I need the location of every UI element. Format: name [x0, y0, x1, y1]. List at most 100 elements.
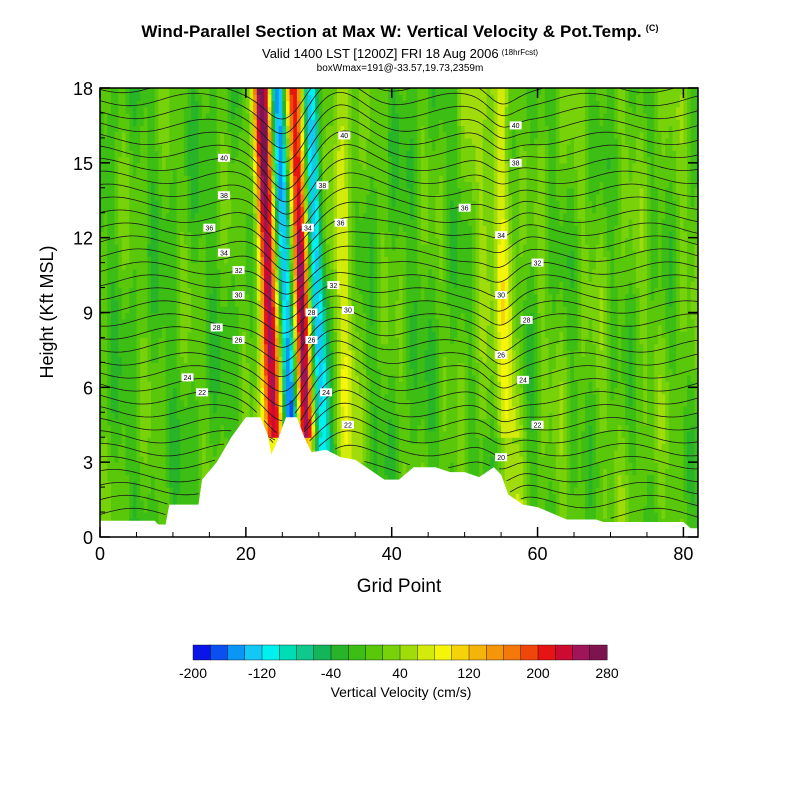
velocity-cell [169, 449, 174, 457]
velocity-cell [187, 455, 192, 463]
velocity-cell [129, 312, 134, 320]
velocity-cell [202, 337, 207, 345]
velocity-cell [238, 399, 243, 407]
velocity-cell [253, 237, 258, 245]
velocity-cell [296, 393, 302, 401]
velocity-cell [136, 162, 141, 170]
velocity-cell [275, 424, 280, 432]
velocity-cell [260, 243, 265, 251]
velocity-cell [158, 243, 163, 251]
velocity-cell [110, 237, 116, 245]
velocity-cell [256, 268, 262, 276]
velocity-cell [118, 287, 123, 295]
velocity-cell [187, 462, 192, 470]
velocity-cell [347, 200, 353, 208]
velocity-cell [333, 206, 338, 214]
velocity-cell [234, 349, 240, 357]
velocity-cell [143, 412, 149, 420]
velocity-cell [132, 100, 138, 108]
velocity-cell [147, 94, 152, 102]
velocity-cell [129, 406, 134, 413]
velocity-cell [267, 312, 272, 320]
velocity-cell [296, 349, 302, 357]
velocity-cell [234, 343, 240, 351]
velocity-cell [198, 206, 203, 214]
velocity-cell [223, 169, 229, 176]
velocity-cell [100, 206, 105, 214]
velocity-cell [223, 212, 229, 220]
velocity-cell [220, 225, 225, 233]
velocity-cell [209, 293, 214, 301]
velocity-cell [176, 493, 181, 501]
velocity-cell [318, 318, 324, 326]
velocity-cell [180, 406, 185, 413]
velocity-cell [238, 218, 243, 226]
velocity-cell [183, 443, 189, 451]
velocity-cell [307, 300, 313, 307]
velocity-cell [114, 399, 119, 407]
velocity-cell [202, 256, 207, 264]
velocity-cell [293, 356, 298, 363]
velocity-cell [114, 374, 119, 382]
velocity-cell [161, 250, 167, 257]
velocity-cell [285, 324, 291, 332]
velocity-cell [169, 250, 174, 257]
velocity-cell [347, 430, 353, 438]
velocity-cell [337, 331, 342, 339]
velocity-cell [347, 281, 353, 289]
velocity-cell [129, 412, 134, 420]
velocity-cell [275, 412, 280, 420]
velocity-cell [110, 200, 116, 208]
velocity-cell [194, 250, 200, 257]
velocity-cell [198, 437, 203, 445]
velocity-cell [110, 381, 116, 388]
velocity-cell [180, 418, 185, 426]
velocity-cell [333, 200, 338, 208]
velocity-cell [121, 275, 127, 282]
velocity-cell [275, 430, 280, 438]
velocity-cell [347, 449, 353, 457]
velocity-cell [202, 412, 207, 420]
velocity-cell [107, 337, 112, 345]
velocity-cell [337, 250, 342, 257]
velocity-cell [114, 468, 119, 476]
velocity-cell [136, 212, 141, 220]
velocity-cell [143, 212, 149, 220]
velocity-cell [282, 268, 287, 276]
velocity-cell [213, 243, 218, 251]
velocity-cell [238, 125, 243, 133]
velocity-cell [227, 88, 232, 95]
velocity-cell [245, 125, 251, 133]
velocity-cell [191, 306, 196, 314]
velocity-cell [337, 150, 342, 158]
velocity-cell [285, 300, 291, 307]
velocity-cell [110, 169, 116, 176]
velocity-cell [143, 337, 149, 345]
velocity-cell [249, 324, 254, 332]
velocity-cell [264, 424, 269, 432]
velocity-cell [125, 250, 130, 257]
velocity-cell [107, 424, 112, 432]
velocity-cell [129, 281, 134, 289]
velocity-cell [172, 225, 178, 233]
velocity-cell [187, 169, 192, 176]
velocity-cell [282, 393, 287, 401]
velocity-cell [125, 94, 130, 102]
velocity-cell [260, 237, 265, 245]
velocity-cell [194, 412, 200, 420]
velocity-cell [183, 480, 189, 488]
velocity-cell [242, 381, 247, 388]
velocity-cell [293, 175, 298, 183]
velocity-cell [100, 343, 105, 351]
velocity-cell [132, 237, 138, 245]
velocity-cell [315, 250, 320, 257]
velocity-cell [191, 406, 196, 413]
velocity-cell [110, 218, 116, 226]
velocity-cell [140, 262, 145, 270]
velocity-cell [267, 399, 272, 407]
velocity-cell [187, 318, 192, 326]
velocity-cell [220, 362, 225, 370]
velocity-cell [264, 331, 269, 339]
velocity-cell [194, 374, 200, 382]
velocity-cell [158, 300, 163, 307]
